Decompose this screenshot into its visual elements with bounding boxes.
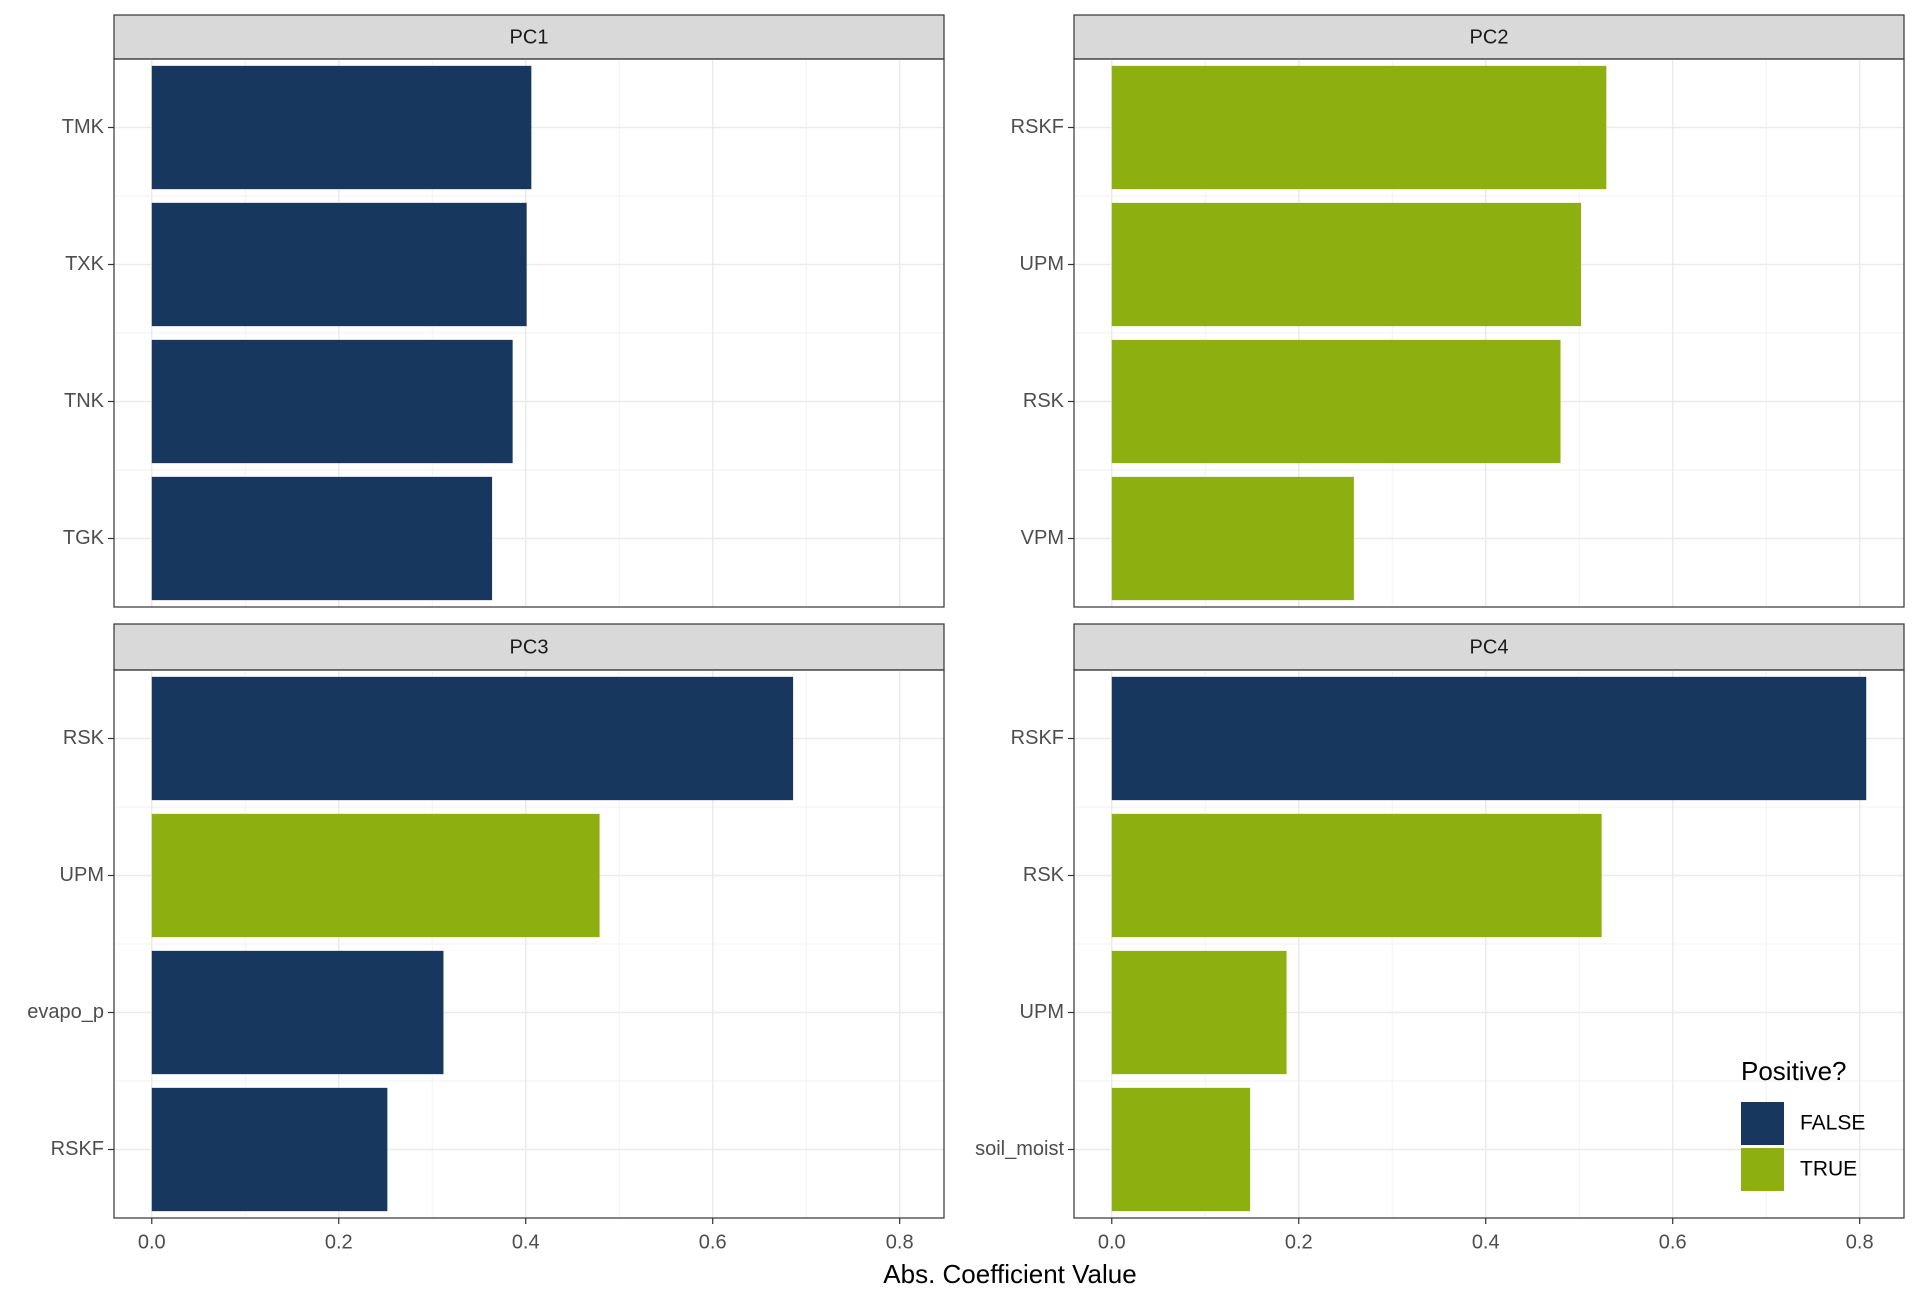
bar [151, 476, 493, 601]
strip [113, 623, 945, 671]
y-tick-label: TMK [62, 116, 105, 138]
y-tick-label: RSKF [1011, 116, 1064, 138]
bar [1111, 950, 1287, 1075]
bar [1111, 476, 1354, 601]
legend-key [1741, 1102, 1784, 1145]
legend-key [1741, 1148, 1784, 1191]
panel-border [1073, 669, 1905, 1219]
x-tick-label: 0.2 [1285, 1231, 1313, 1253]
bar [151, 65, 532, 190]
bar [1111, 65, 1607, 190]
strip [113, 14, 945, 60]
facet-title: PC2 [1470, 26, 1509, 48]
y-tick-label: RSK [1023, 390, 1065, 412]
x-tick-label: 0.8 [1846, 1231, 1874, 1253]
panel-border [1073, 58, 1905, 608]
bar [1111, 676, 1867, 801]
x-tick-label: 0.6 [699, 1231, 727, 1253]
y-tick-label: UPM [1020, 253, 1064, 275]
bar [1111, 813, 1602, 938]
x-tick-label: 0.0 [138, 1231, 166, 1253]
x-tick-label: 0.4 [512, 1231, 540, 1253]
panel-border [113, 669, 945, 1219]
x-tick-label: 0.2 [325, 1231, 353, 1253]
facet-title: PC4 [1470, 636, 1509, 658]
strip [1073, 14, 1905, 60]
bar [151, 813, 600, 938]
bar [151, 676, 794, 801]
y-tick-label: soil_moist [975, 1138, 1064, 1160]
y-tick-label: TNK [64, 390, 105, 412]
bar [1111, 202, 1582, 327]
legend-label: FALSE [1800, 1112, 1865, 1135]
bar [151, 339, 513, 464]
panel-border [113, 58, 945, 608]
facet-title: PC1 [510, 26, 549, 48]
legend-title: Positive? [1741, 1056, 1847, 1086]
x-tick-label: 0.4 [1472, 1231, 1500, 1253]
y-tick-label: TGK [63, 527, 105, 549]
y-tick-label: UPM [60, 864, 104, 886]
legend-label: TRUE [1800, 1158, 1857, 1181]
y-tick-label: RSK [63, 727, 105, 749]
y-tick-label: TXK [65, 253, 105, 275]
strip [1073, 623, 1905, 671]
facet-title: PC3 [510, 636, 549, 658]
y-tick-label: evapo_p [27, 1001, 104, 1023]
y-tick-label: UPM [1020, 1001, 1064, 1023]
bar [151, 950, 444, 1075]
y-tick-label: VPM [1021, 527, 1064, 549]
x-tick-label: 0.0 [1098, 1231, 1126, 1253]
x-tick-label: 0.8 [886, 1231, 914, 1253]
bar [151, 202, 527, 327]
bar [151, 1087, 388, 1212]
bar [1111, 339, 1561, 464]
x-tick-label: 0.6 [1659, 1231, 1687, 1253]
x-axis-title: Abs. Coefficient Value [883, 1259, 1136, 1289]
y-tick-label: RSK [1023, 864, 1065, 886]
y-tick-label: RSKF [1011, 727, 1064, 749]
y-tick-label: RSKF [51, 1138, 104, 1160]
bar [1111, 1087, 1251, 1212]
